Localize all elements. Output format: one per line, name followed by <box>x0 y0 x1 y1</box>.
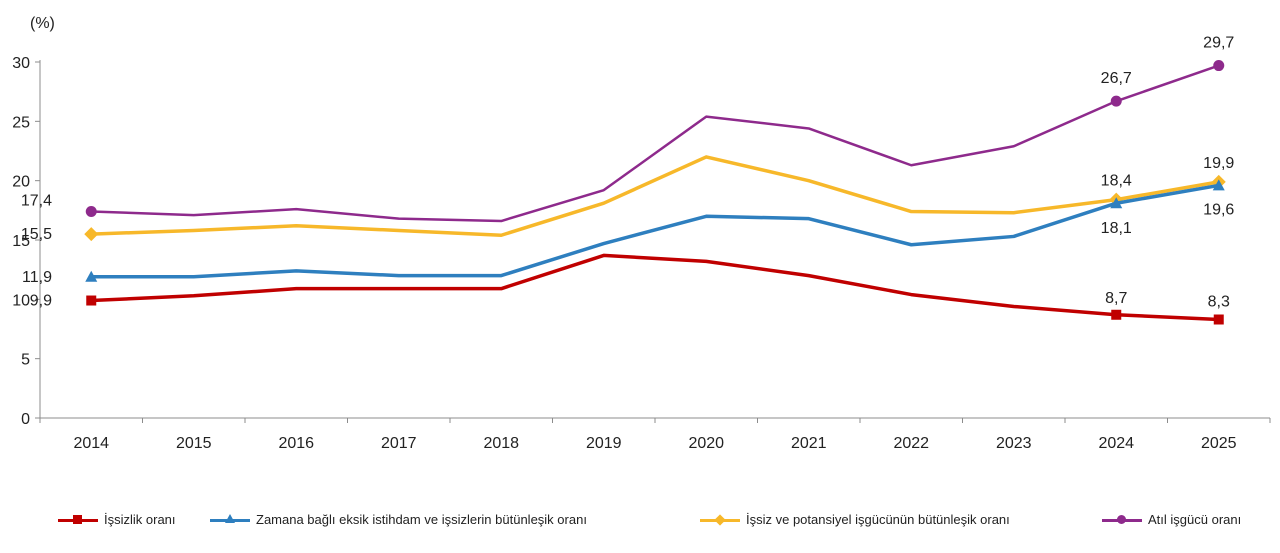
legend-item: İşsizlik oranı <box>58 512 176 527</box>
y-tick-label: 15 <box>12 233 30 250</box>
square-marker <box>1111 309 1122 320</box>
y-tick-label: 20 <box>12 174 30 191</box>
x-tick-label: 2021 <box>791 435 827 452</box>
series-line <box>91 183 1220 279</box>
data-label: 26,7 <box>1101 70 1132 87</box>
y-tick-label: 5 <box>21 352 30 369</box>
legend-key <box>1102 513 1142 527</box>
x-tick-label: 2017 <box>381 435 417 452</box>
legend-item: Atıl işgücü oranı <box>1102 512 1241 527</box>
circle-marker <box>85 206 97 218</box>
data-labels-layer: 9,9 8,7 8,3 11,9 18,1 19,6 15,5 18,4 19,9 17,4 26,… <box>21 35 1235 311</box>
data-label: 8,7 <box>1105 290 1127 307</box>
y-tick-label: 0 <box>21 411 30 428</box>
series-line <box>91 155 1220 238</box>
x-tick-label: 2020 <box>688 435 724 452</box>
x-tick-label: 2018 <box>483 435 519 452</box>
series-line <box>91 64 1220 223</box>
data-label: 19,9 <box>1203 155 1234 172</box>
data-label: 9,9 <box>30 293 52 310</box>
x-tick-label: 2019 <box>586 435 622 452</box>
x-tick-label: 2022 <box>893 435 929 452</box>
data-label: 18,4 <box>1101 173 1132 190</box>
triangle-marker <box>1110 197 1123 209</box>
data-label: 17,4 <box>21 193 52 210</box>
legend-label: Atıl işgücü oranı <box>1148 512 1242 527</box>
y-axis-unit-label: (%) <box>30 15 55 32</box>
series-line <box>91 253 1219 322</box>
x-tick-label: 2016 <box>278 435 314 452</box>
series-4 <box>85 60 1225 223</box>
square-marker <box>1213 314 1224 325</box>
square-marker <box>86 295 97 306</box>
x-tick-label: 2014 <box>73 435 109 452</box>
legend: İşsizlik oranı Zamana bağlı eksik istihda… <box>0 512 1280 538</box>
legend-item: Zamana bağlı eksik istihdam ve işsizleri… <box>210 512 587 527</box>
x-tick-label: 2025 <box>1201 435 1237 452</box>
y-tick-label: 25 <box>12 114 30 131</box>
data-label: 11,9 <box>22 269 52 286</box>
legend-key <box>700 513 740 527</box>
data-label: 19,6 <box>1203 201 1234 218</box>
data-label: 18,1 <box>1101 220 1132 237</box>
y-tick-label: 30 <box>12 55 30 72</box>
series-1 <box>86 253 1224 325</box>
legend-item: İşsiz ve potansiyel işgücünün bütünleşik… <box>700 512 1010 527</box>
diamond-marker <box>84 227 99 242</box>
x-tick-label: 2023 <box>996 435 1032 452</box>
legend-label: İşsiz ve potansiyel işgücünün bütünleşik… <box>746 512 1010 527</box>
y-tick-label: 10 <box>12 292 30 309</box>
series-2 <box>85 179 1225 282</box>
legend-label: İşsizlik oranı <box>104 512 176 527</box>
triangle-marker <box>85 270 98 282</box>
legend-key <box>58 513 98 527</box>
data-label: 8,3 <box>1208 294 1230 311</box>
data-label: 15,5 <box>21 226 52 243</box>
circle-marker <box>1213 60 1225 72</box>
circle-marker <box>1110 95 1122 107</box>
triangle-marker <box>1212 179 1225 191</box>
legend-label: Zamana bağlı eksik istihdam ve işsizleri… <box>256 512 587 527</box>
x-tick-label: 2024 <box>1098 435 1134 452</box>
x-tick-label: 2015 <box>176 435 212 452</box>
series-layer <box>84 60 1226 325</box>
data-label: 29,7 <box>1203 35 1234 52</box>
legend-key <box>210 513 250 527</box>
